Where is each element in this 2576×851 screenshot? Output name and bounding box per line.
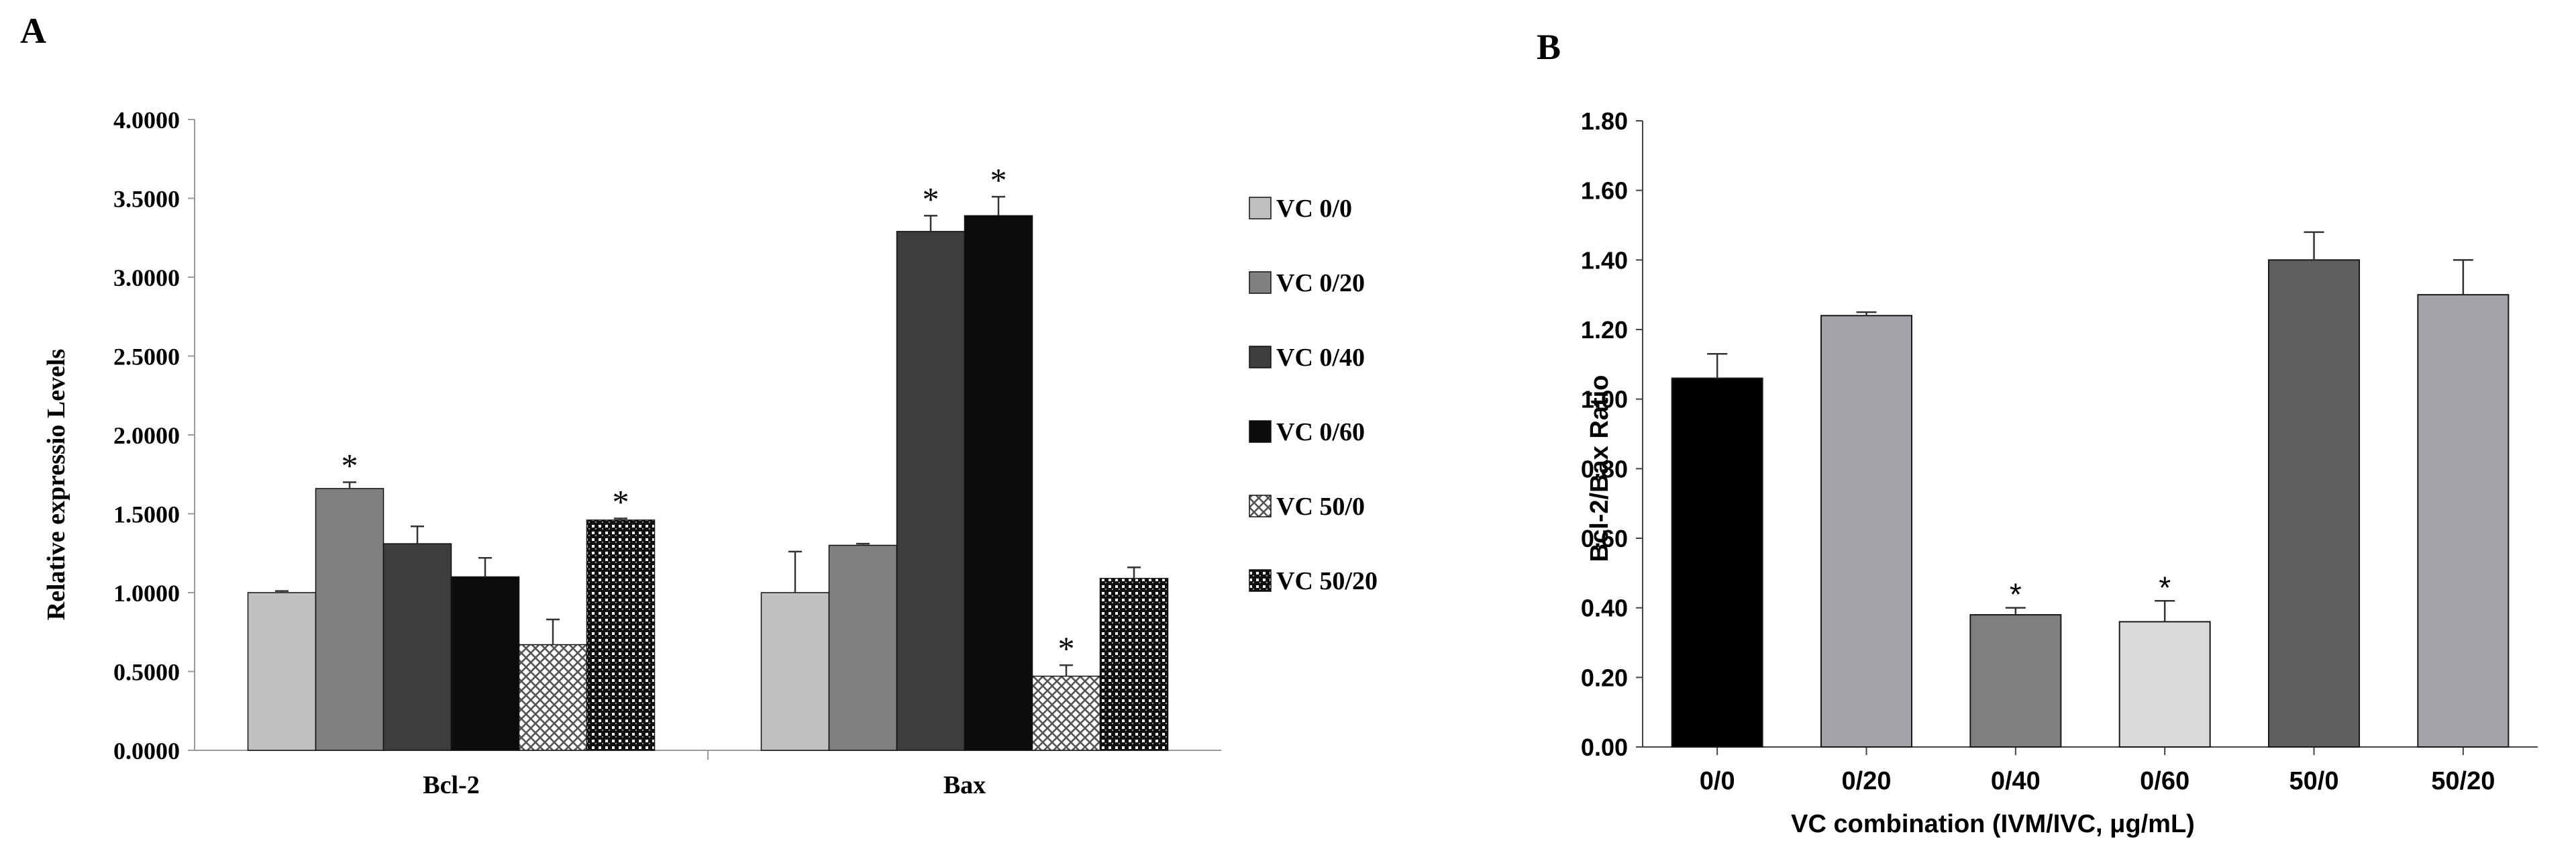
panel-a-y-axis: 0.0000 0.5000 1.0000 1.5000 2.0000 2.5000 3.00… bbox=[113, 107, 195, 764]
legend-label: VC 0/20 bbox=[1276, 269, 1365, 297]
legend-swatch bbox=[1249, 271, 1272, 294]
bar-0-0 bbox=[1671, 377, 1763, 748]
panel-b-y-tick-label: 1.40 bbox=[1581, 246, 1628, 274]
bar-vc-0-40-bax bbox=[896, 231, 966, 751]
panel-a-x-axis: Bcl-2 Bax bbox=[423, 771, 986, 799]
panel-b-x-tick-label: 0/0 bbox=[1700, 767, 1735, 795]
significance-asterisk: * bbox=[2010, 577, 2022, 612]
panel-b-x-tick-label: 0/40 bbox=[1991, 767, 2041, 795]
bar-vc-50-0-bax bbox=[1031, 675, 1101, 751]
panel-b-axes bbox=[1642, 121, 2538, 755]
panel-b-y-tick-label: 0.80 bbox=[1581, 455, 1628, 483]
panel-b: B Bcl-2/Bax Ratio VC combination (IVM/IV… bbox=[1537, 27, 2538, 838]
panel-b-y-tick-label: 1.00 bbox=[1581, 386, 1628, 413]
panel-b-x-axis: 0/0 0/20 0/40 0/60 50/0 50/20 bbox=[1700, 767, 2495, 795]
panel-a-x-tick-label: Bcl-2 bbox=[423, 771, 479, 799]
bar-vc-0-0-bax bbox=[760, 592, 830, 751]
panel-b-x-axis-title: VC combination (IVM/IVC, μg/mL) bbox=[1791, 810, 2195, 838]
bar-vc-0-20-bcl-2 bbox=[315, 488, 384, 751]
panel-a-y-tick-label: 3.5000 bbox=[113, 186, 180, 213]
panel-b-x-tick-label: 0/60 bbox=[2140, 767, 2189, 795]
panel-b-y-tick-label: 1.20 bbox=[1581, 316, 1628, 344]
significance-asterisk: * bbox=[923, 180, 939, 217]
significance-asterisk: * bbox=[1058, 630, 1075, 667]
legend-swatch bbox=[1249, 420, 1272, 443]
panel-a-label: A bbox=[20, 11, 46, 51]
panel-b-x-tick-label: 50/0 bbox=[2289, 767, 2339, 795]
panel-a-x-tick-label: Bax bbox=[943, 771, 986, 799]
panel-a-y-tick-label: 2.5000 bbox=[113, 344, 180, 370]
panel-b-y-axis: 0.00 0.20 0.40 0.60 0.80 1.00 1.20 1.40 1.60 1.80 bbox=[1581, 107, 1643, 761]
significance-asterisk: * bbox=[2159, 570, 2171, 605]
panel-b-y-axis-title: Bcl-2/Bax Ratio bbox=[1586, 375, 1614, 562]
bar-50-20 bbox=[2417, 294, 2510, 748]
legend-swatch bbox=[1249, 197, 1272, 219]
legend-swatch bbox=[1249, 346, 1272, 368]
bar-50-0 bbox=[2268, 259, 2360, 748]
panel-a-y-tick-label: 4.0000 bbox=[113, 107, 180, 134]
bar-0-20 bbox=[1820, 315, 1912, 748]
legend-label: VC 50/20 bbox=[1276, 567, 1378, 595]
panel-a-y-tick-label: 0.0000 bbox=[113, 738, 180, 764]
panel-a-y-tick-label: 3.0000 bbox=[113, 264, 180, 291]
legend-swatch bbox=[1249, 495, 1272, 517]
significance-asterisk: * bbox=[342, 447, 358, 485]
panel-a-y-tick-label: 1.5000 bbox=[113, 501, 180, 528]
panel-b-y-tick-label: 0.00 bbox=[1581, 734, 1628, 761]
panel-a-y-axis-title: Relative expressio Levels bbox=[42, 349, 70, 621]
bar-vc-0-20-bax bbox=[828, 544, 898, 751]
panel-b-y-tick-label: 1.80 bbox=[1581, 107, 1628, 135]
panel-b-x-tick-label: 0/20 bbox=[1842, 767, 1892, 795]
bar-vc-0-0-bcl-2 bbox=[247, 592, 317, 751]
legend-label: VC 0/0 bbox=[1276, 195, 1352, 223]
panel-b-y-tick-label: 0.60 bbox=[1581, 525, 1628, 552]
panel-a-bars: * * * * * bbox=[247, 161, 1169, 751]
bar-0-40 bbox=[1969, 614, 2062, 748]
legend-label: VC 0/40 bbox=[1276, 344, 1365, 372]
legend-label: VC 0/60 bbox=[1276, 418, 1365, 446]
panel-b-y-tick-label: 0.40 bbox=[1581, 595, 1628, 622]
bar-vc-0-40-bcl-2 bbox=[382, 543, 452, 751]
legend-label: VC 50/0 bbox=[1276, 493, 1365, 521]
bar-vc-50-20-bax bbox=[1099, 578, 1169, 751]
bar-vc-50-0-bcl-2 bbox=[518, 644, 588, 751]
panel-b-x-tick-label: 50/20 bbox=[2431, 767, 2495, 795]
significance-asterisk: * bbox=[613, 483, 629, 521]
panel-b-bars: * * bbox=[1671, 231, 2510, 748]
bar-vc-0-60-bcl-2 bbox=[450, 576, 520, 751]
panel-a-y-tick-label: 1.0000 bbox=[113, 580, 180, 607]
panel-b-y-tick-label: 1.60 bbox=[1581, 177, 1628, 205]
bar-vc-0-60-bax bbox=[964, 215, 1033, 751]
legend-swatch bbox=[1249, 569, 1272, 592]
bar-vc-50-20-bcl-2 bbox=[586, 519, 656, 751]
panel-a: A Relative expressio Levels 0.0000 0.5000… bbox=[20, 11, 1378, 799]
panel-a-y-tick-label: 2.0000 bbox=[113, 422, 180, 449]
panel-a-y-tick-label: 0.5000 bbox=[113, 659, 180, 686]
panel-a-legend: VC 0/0 VC 0/20 VC 0/40 VC 0/60 VC 50/0 VC 50/… bbox=[1249, 195, 1378, 595]
panel-b-label: B bbox=[1537, 27, 1561, 67]
significance-asterisk: * bbox=[990, 161, 1007, 199]
panel-b-y-tick-label: 0.20 bbox=[1581, 664, 1628, 691]
bar-0-60 bbox=[2118, 621, 2211, 748]
